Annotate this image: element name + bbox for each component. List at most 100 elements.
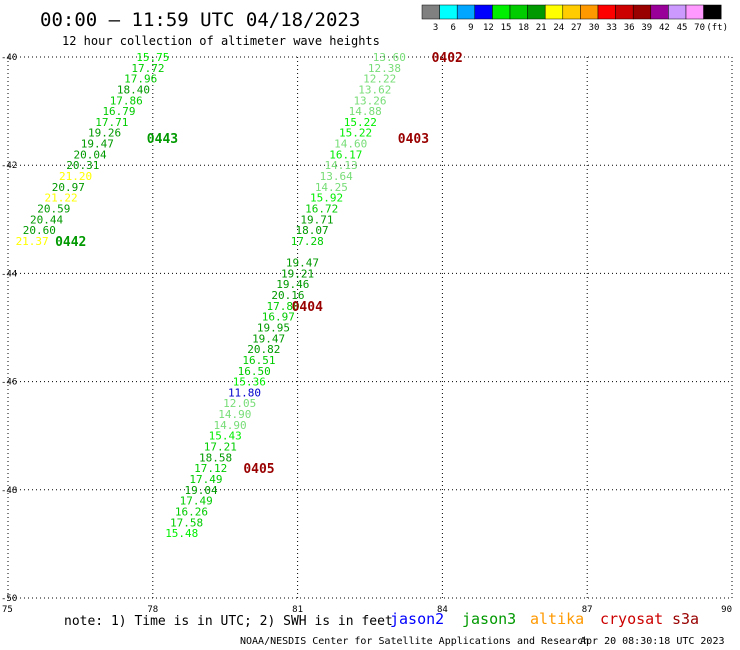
colorbar-swatch (527, 4, 546, 20)
colorbar-label: 33 (606, 23, 617, 33)
chart-subtitle: 12 hour collection of altimeter wave hei… (62, 34, 380, 48)
wave-height-value: 20.31 (66, 159, 99, 172)
colorbar-swatch (474, 4, 493, 20)
wave-height-value: 19.95 (257, 322, 290, 335)
wave-height-value: 17.96 (124, 73, 157, 86)
colorbar-swatch (544, 4, 564, 20)
wave-height-value: 16.97 (262, 311, 295, 324)
wave-height-value: 21.22 (45, 192, 78, 205)
wave-height-value: 17.21 (204, 441, 237, 454)
chart-title: 00:00 – 11:59 UTC 04/18/2023 (40, 9, 360, 31)
colorbar-swatch (632, 4, 652, 20)
wave-height-value: 21.37 (16, 235, 49, 248)
wave-height-value: 16.50 (238, 365, 271, 378)
colorbar-swatch (580, 4, 599, 20)
colorbar-label: 70 (694, 23, 705, 33)
wave-height-value: 11.80 (228, 386, 261, 399)
colorbar-label: 18 (518, 23, 529, 33)
wave-height-value: 21.20 (59, 170, 92, 183)
wave-height-value: 16.51 (242, 354, 275, 367)
wave-height-value: 19.21 (281, 267, 314, 280)
wave-height-value: 13.64 (320, 170, 353, 183)
wave-height-value: 14.25 (315, 181, 348, 194)
colorbar-swatch (492, 4, 511, 20)
footer-note: note: 1) Time is in UTC; 2) SWH is in fe… (64, 614, 393, 629)
wave-height-value: 17.58 (170, 516, 203, 529)
wave-height-value: 15.36 (233, 376, 266, 389)
wave-height-value: 16.79 (102, 105, 135, 118)
y-tick-label: -40 (1, 53, 17, 63)
wave-height-value: 14.13 (324, 159, 357, 172)
satellite-legend-item: altika (530, 610, 584, 628)
wave-height-value: 17.72 (131, 62, 164, 75)
wave-height-value: 20.59 (37, 202, 70, 215)
satellite-legend-item: s3a (672, 610, 699, 628)
wave-height-value: 19.26 (88, 127, 121, 140)
colorbar-label: 42 (659, 23, 670, 33)
wave-height-value: 16.26 (175, 505, 208, 518)
colorbar-swatch (650, 4, 669, 20)
footer-timestamp: Apr 20 08:30:18 UTC 2023 (580, 636, 725, 647)
x-tick-label: 75 (2, 605, 13, 615)
satellite-legend-item: jason3 (462, 610, 516, 628)
colorbar-label: (ft) (706, 23, 728, 33)
wave-height-value: 12.38 (368, 62, 401, 75)
wave-height-value: 12.22 (363, 73, 396, 86)
wave-height-value: 16.72 (305, 202, 338, 215)
colorbar-swatch (615, 4, 634, 20)
colorbar-label: 24 (553, 23, 564, 33)
axis-ticks: 75 78 81 84 87 90 -40 -42 -44 -46 -48 -50 (1, 53, 732, 615)
colorbar-swatch (703, 4, 722, 20)
wave-height-value: 15.48 (165, 527, 198, 540)
footer-credit: NOAA/NESDIS Center for Satellite Applica… (240, 636, 589, 647)
colorbar: 3 6 9 12 15 18 21 24 27 30 33 36 39 42 45 70 (ft) (421, 4, 728, 33)
colorbar-label: 45 (677, 23, 688, 33)
time-label: 0403 (398, 132, 429, 147)
satellite-legend-item: cryosat (600, 610, 663, 628)
wave-height-value: 19.47 (252, 332, 285, 345)
x-tick-label: 90 (721, 605, 732, 615)
wave-height-value: 19.47 (286, 257, 319, 270)
wave-height-value: 13.60 (373, 51, 406, 64)
colorbar-swatch (668, 4, 687, 20)
wave-height-value: 14.60 (334, 138, 367, 151)
satellite-legend: jason2 jason3 altika cryosat s3a (390, 610, 699, 628)
colorbar-swatch (509, 4, 528, 20)
wave-height-value: 17.71 (95, 116, 128, 129)
wave-height-value: 17.49 (189, 473, 222, 486)
wave-height-value: 12.05 (223, 397, 256, 410)
colorbar-label: 12 (483, 23, 494, 33)
wave-height-value: 17.80 (267, 300, 300, 313)
colorbar-swatch (597, 4, 616, 20)
colorbar-swatch (685, 4, 704, 20)
wave-height-value: 17.28 (291, 235, 324, 248)
wave-height-value: 20.60 (23, 224, 56, 237)
x-tick-label: 84 (437, 605, 448, 615)
wave-height-value: 15.75 (136, 51, 169, 64)
wave-height-value: 20.82 (247, 343, 280, 356)
colorbar-label: 21 (536, 23, 547, 33)
wave-height-value: 15.22 (344, 116, 377, 129)
wave-height-value: 14.88 (349, 105, 382, 118)
colorbar-label: 36 (624, 23, 635, 33)
wave-height-value: 20.97 (52, 181, 85, 194)
x-tick-label: 81 (292, 605, 303, 615)
wave-height-value: 17.49 (180, 495, 213, 508)
wave-height-value: 20.04 (73, 148, 106, 161)
data-points: 15.7517.7217.9618.4017.8616.7917.7119.26… (16, 51, 406, 540)
x-tick-label: 78 (147, 605, 158, 615)
wave-height-value: 19.71 (300, 213, 333, 226)
wave-height-value: 14.90 (213, 419, 246, 432)
wave-height-value: 16.17 (329, 148, 362, 161)
y-tick-label: -48 (1, 486, 17, 496)
wave-height-value: 15.43 (209, 430, 242, 443)
wave-height-value: 19.47 (81, 138, 114, 151)
y-tick-label: -42 (1, 161, 17, 171)
time-label: 0443 (147, 132, 178, 147)
colorbar-label: 27 (571, 23, 582, 33)
wave-height-value: 18.58 (199, 451, 232, 464)
colorbar-swatch (421, 4, 440, 20)
wave-height-value: 14.90 (218, 408, 251, 421)
y-tick-label: -50 (1, 594, 17, 604)
wave-height-value: 13.26 (353, 94, 386, 107)
